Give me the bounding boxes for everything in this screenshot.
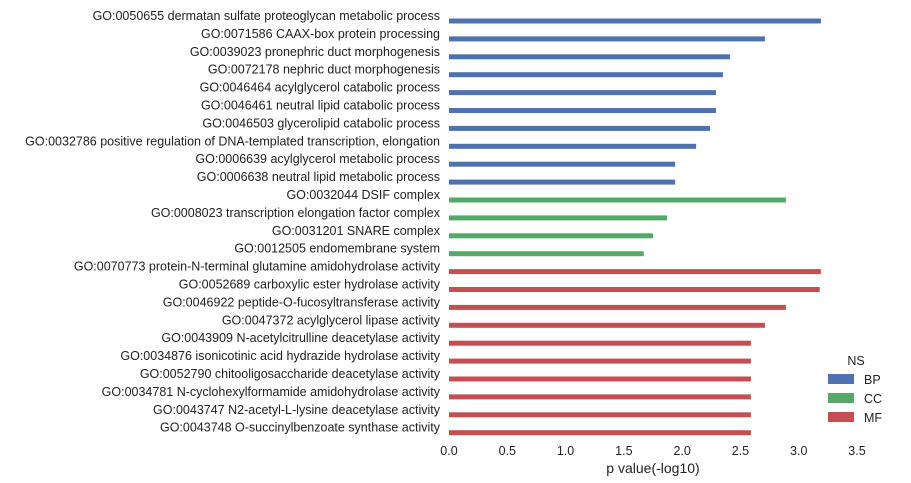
legend-swatch-mf <box>828 412 854 422</box>
category-label: GO:0008023 transcription elongation fact… <box>151 206 441 220</box>
category-label: GO:0043748 O-succinylbenzoate synthase a… <box>160 421 441 435</box>
x-tick-label: 2.5 <box>732 444 749 458</box>
bar-bp <box>449 72 723 78</box>
bar-bp <box>449 18 821 24</box>
bar-mf <box>449 376 751 382</box>
category-label: GO:0052790 chitooligosaccharide deacetyl… <box>140 367 441 381</box>
bar-mf <box>449 394 751 400</box>
category-label: GO:0070773 protein-N-terminal glutamine … <box>74 260 441 274</box>
bar-bp <box>449 161 676 167</box>
bar-cc <box>449 233 653 239</box>
bar-bp <box>449 36 765 42</box>
bar-mf <box>449 430 751 436</box>
category-label: GO:0039023 pronephric duct morphogenesis <box>190 45 440 59</box>
bar-bp <box>449 90 716 96</box>
bar-bp <box>449 108 716 113</box>
category-label: GO:0071586 CAAX-box protein processing <box>201 27 440 41</box>
category-label: GO:0043747 N2-acetyl-L-lysine deacetylas… <box>153 403 441 417</box>
legend-swatch-bp <box>828 374 854 384</box>
category-label: GO:0043909 N-acetylcitrulline deacetylas… <box>161 331 440 345</box>
bar-cc <box>449 251 644 257</box>
category-label: GO:0046503 glycerolipid catabolic proces… <box>202 116 440 130</box>
bar-cc <box>449 215 667 221</box>
category-label: GO:0032044 DSIF complex <box>286 188 440 202</box>
category-label: GO:0047372 acylglycerol lipase activity <box>222 313 441 327</box>
bars-group <box>449 18 821 436</box>
x-tick-label: 1.5 <box>615 444 632 458</box>
legend: NS BP CC MF <box>828 354 882 425</box>
category-label: GO:0032786 positive regulation of DNA-te… <box>25 134 440 148</box>
bar-bp <box>449 179 676 185</box>
bar-cc <box>449 197 786 203</box>
bar-bp <box>449 125 711 131</box>
x-tick-label: 3.0 <box>790 444 807 458</box>
category-label: GO:0046461 neutral lipid catabolic proce… <box>201 99 440 113</box>
x-tick-labels: 0.0 0.5 1.0 1.5 2.0 2.5 3.0 3.5 <box>440 444 865 458</box>
x-tick-label: 0.5 <box>499 444 516 458</box>
category-label: GO:0046922 peptide-O-fucosyltransferase … <box>163 295 441 309</box>
legend-swatch-cc <box>828 393 854 403</box>
legend-label-bp: BP <box>864 373 881 387</box>
bar-bp <box>449 54 730 60</box>
x-tick-label: 0.0 <box>440 444 457 458</box>
x-tick-label: 2.0 <box>673 444 690 458</box>
legend-title: NS <box>847 354 864 368</box>
x-tick-label: 3.5 <box>848 444 865 458</box>
bar-mf <box>449 269 821 275</box>
category-label: GO:0046464 acylglycerol catabolic proces… <box>200 81 440 95</box>
category-label: GO:0050655 dermatan sulfate proteoglycan… <box>93 9 440 23</box>
bar-bp <box>449 143 697 149</box>
bar-mf <box>449 287 820 292</box>
bar-mf <box>449 358 751 364</box>
bar-mf <box>449 304 786 310</box>
x-tick-label: 1.0 <box>557 444 574 458</box>
legend-label-cc: CC <box>864 392 882 406</box>
x-axis-label: p value(-log10) <box>606 460 699 476</box>
bar-mf <box>449 322 765 328</box>
category-label: GO:0031201 SNARE complex <box>272 224 441 238</box>
category-label: GO:0006639 acylglycerol metabolic proces… <box>195 152 440 166</box>
category-labels: GO:0050655 dermatan sulfate proteoglycan… <box>25 9 441 435</box>
category-label: GO:0034876 isonicotinic acid hydrazide h… <box>120 349 440 363</box>
category-label: GO:0012505 endomembrane system <box>234 242 440 256</box>
legend-entries: BP CC MF <box>828 373 882 425</box>
legend-label-mf: MF <box>864 411 882 425</box>
category-label: GO:0072178 nephric duct morphogenesis <box>208 63 440 77</box>
category-label: GO:0034781 N-cyclohexylformamide amidohy… <box>102 385 441 399</box>
bar-mf <box>449 412 751 418</box>
category-label: GO:0006638 neutral lipid metabolic proce… <box>197 170 440 184</box>
category-label: GO:0052689 carboxylic ester hydrolase ac… <box>179 278 441 292</box>
bar-mf <box>449 340 751 346</box>
